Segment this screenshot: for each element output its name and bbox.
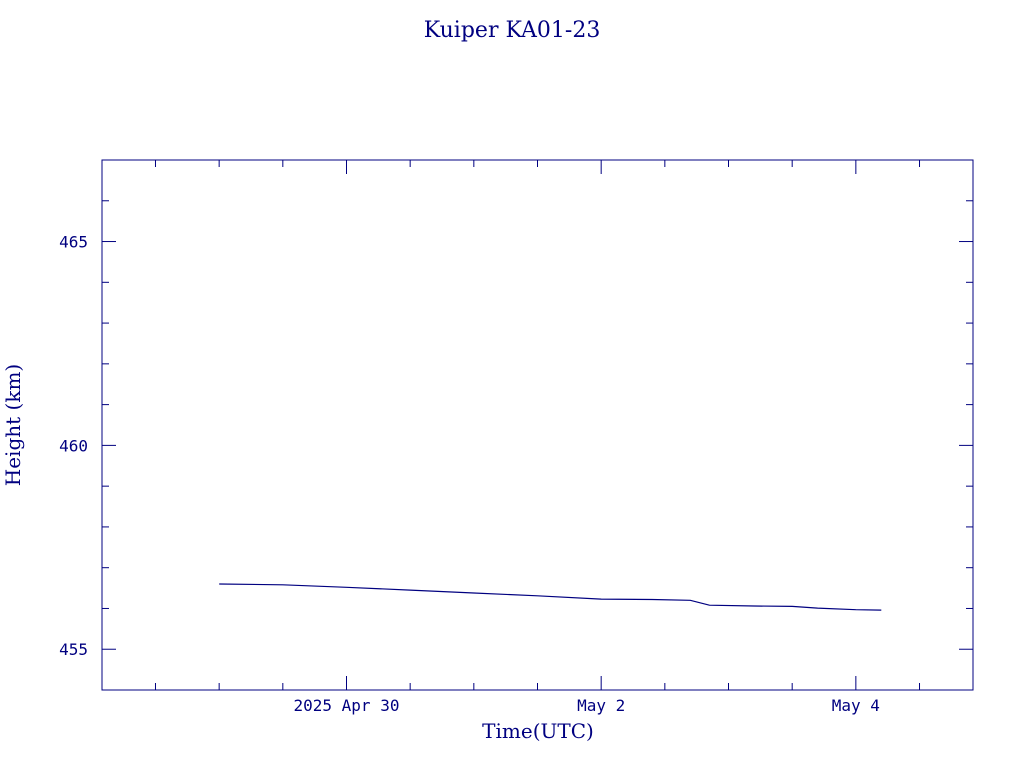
y-tick-label: 465 [59,233,88,252]
y-tick-label: 460 [59,436,88,455]
x-tick-label: 2025 Apr 30 [294,696,400,715]
tick-labels: 455 460 465 2025 Apr 30 May 2 May 4 [59,233,880,715]
x-axis-label: Time(UTC) [482,719,594,743]
plot-frame [101,159,974,691]
y-axis-label: Height (km) [1,364,25,486]
x-tick-label: May 4 [832,696,880,715]
y-tick-label: 455 [59,640,88,659]
height-series-line-0 [219,583,882,611]
chart-title: Kuiper KA01-23 [424,18,601,43]
x-tick-label: May 2 [577,696,625,715]
axis-ticks [102,159,973,691]
series-layer [219,583,882,611]
